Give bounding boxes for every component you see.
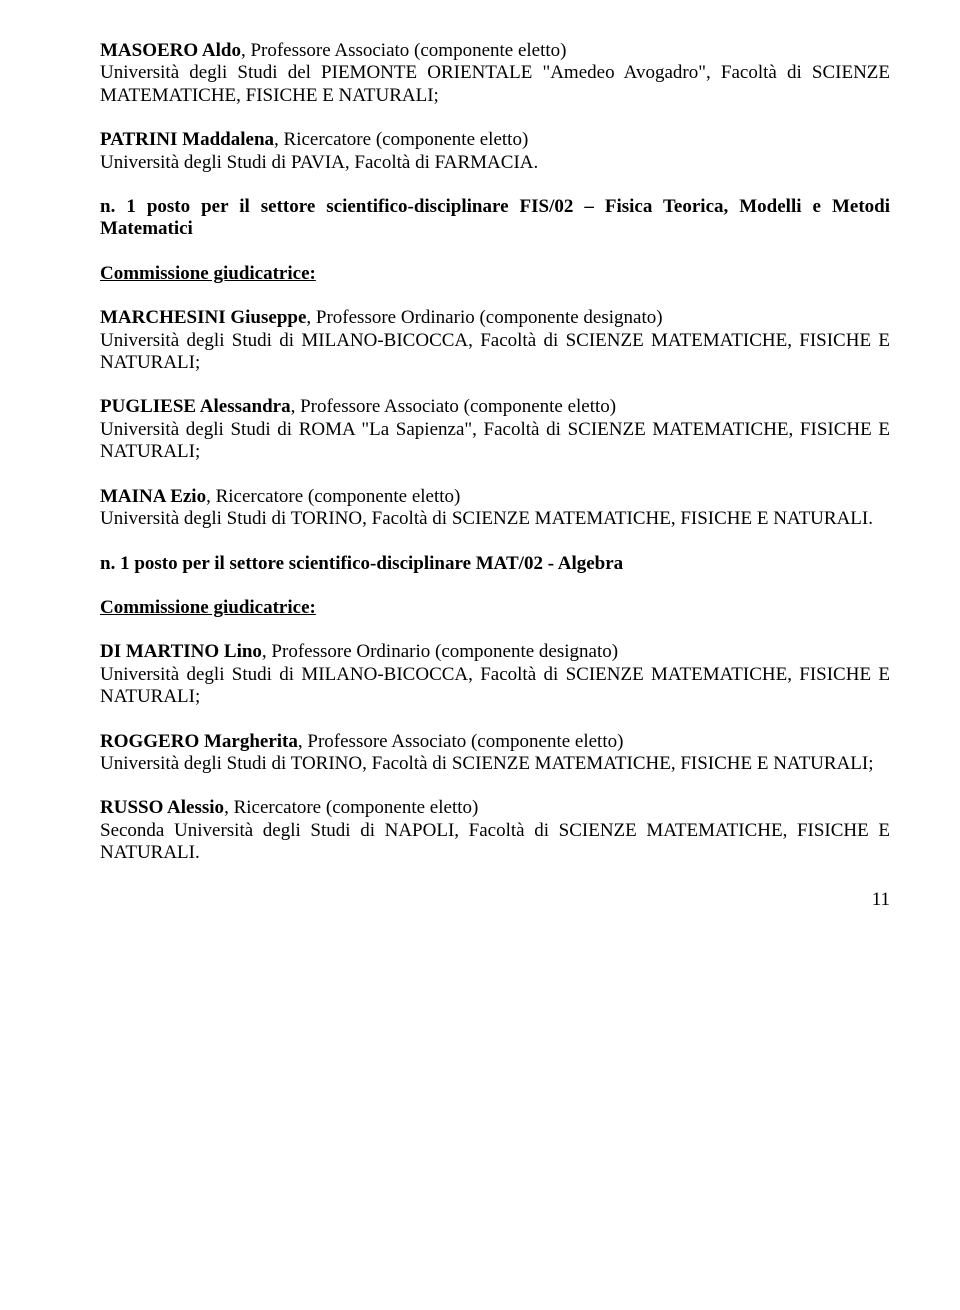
commission-label: Commissione giudicatrice: bbox=[100, 263, 890, 285]
member-role: , Professore Ordinario (componente desig… bbox=[262, 641, 618, 662]
member-entry: ROGGERO Margherita, Professore Associato… bbox=[100, 731, 890, 776]
member-role: , Professore Associato (componente elett… bbox=[241, 40, 567, 61]
commission-label: Commissione giudicatrice: bbox=[100, 597, 890, 619]
member-name: ROGGERO Margherita bbox=[100, 731, 298, 752]
member-role: , Professore Associato (componente elett… bbox=[291, 396, 617, 417]
member-affiliation: Università degli Studi di MILANO-BICOCCA… bbox=[100, 330, 890, 373]
member-affiliation: Università degli Studi di PAVIA, Facoltà… bbox=[100, 152, 538, 173]
page-number: 11 bbox=[100, 889, 890, 911]
member-name: MAINA Ezio bbox=[100, 486, 206, 507]
member-entry: DI MARTINO Lino, Professore Ordinario (c… bbox=[100, 641, 890, 708]
member-role: , Ricercatore (componente eletto) bbox=[206, 486, 460, 507]
member-role: , Professore Associato (componente elett… bbox=[298, 731, 624, 752]
member-name: DI MARTINO Lino bbox=[100, 641, 262, 662]
member-role: , Professore Ordinario (componente desig… bbox=[306, 307, 662, 328]
sector-heading: n. 1 posto per il settore scientifico-di… bbox=[100, 553, 890, 575]
sector-heading: n. 1 posto per il settore scientifico-di… bbox=[100, 196, 890, 241]
member-affiliation: Seconda Università degli Studi di NAPOLI… bbox=[100, 820, 890, 863]
member-affiliation: Università degli Studi di ROMA "La Sapie… bbox=[100, 419, 890, 462]
member-affiliation: Università degli Studi del PIEMONTE ORIE… bbox=[100, 62, 890, 105]
member-entry: MASOERO Aldo, Professore Associato (comp… bbox=[100, 40, 890, 107]
member-name: MASOERO Aldo bbox=[100, 40, 241, 61]
document-page: MASOERO Aldo, Professore Associato (comp… bbox=[0, 0, 960, 941]
member-name: MARCHESINI Giuseppe bbox=[100, 307, 306, 328]
member-role: , Ricercatore (componente eletto) bbox=[274, 129, 528, 150]
member-entry: PATRINI Maddalena, Ricercatore (componen… bbox=[100, 129, 890, 174]
member-name: RUSSO Alessio bbox=[100, 797, 224, 818]
member-affiliation: Università degli Studi di MILANO-BICOCCA… bbox=[100, 664, 890, 707]
member-name: PATRINI Maddalena bbox=[100, 129, 274, 150]
member-affiliation: Università degli Studi di TORINO, Facolt… bbox=[100, 508, 873, 529]
member-role: , Ricercatore (componente eletto) bbox=[224, 797, 478, 818]
member-entry: PUGLIESE Alessandra, Professore Associat… bbox=[100, 396, 890, 463]
member-entry: MARCHESINI Giuseppe, Professore Ordinari… bbox=[100, 307, 890, 374]
member-entry: RUSSO Alessio, Ricercatore (componente e… bbox=[100, 797, 890, 864]
member-entry: MAINA Ezio, Ricercatore (componente elet… bbox=[100, 486, 890, 531]
member-name: PUGLIESE Alessandra bbox=[100, 396, 291, 417]
member-affiliation: Università degli Studi di TORINO, Facolt… bbox=[100, 753, 874, 774]
